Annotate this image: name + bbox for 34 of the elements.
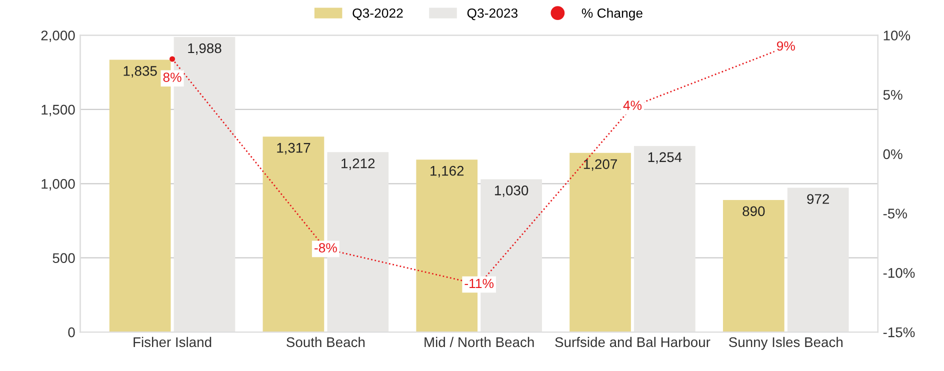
legend-label: % Change [582,8,642,20]
data-label: 890 [742,206,765,216]
data-label: 972 [807,194,829,204]
data-label: 1,207 [584,159,617,171]
y-tick-label: 1,500 [42,104,75,116]
y2-tick-label: 5% [883,90,902,100]
data-label: 1,212 [342,158,375,170]
legend-label: Q3-2022 [352,8,403,20]
data-label: 1,317 [277,142,310,154]
data-label: 9% [776,41,795,51]
y2-tick-label: -5% [883,208,907,218]
bar [722,200,784,332]
data-label: 1,988 [188,43,222,55]
bar [570,152,631,332]
data-label: 4% [623,100,642,110]
data-label: 8% [163,72,182,82]
y2-tick-label: 0% [883,149,902,160]
data-label: 1,254 [648,152,682,164]
y-tick-label: 1,000 [42,178,75,190]
y-tick-label: 500 [52,253,75,264]
y2-tick-label: 10% [884,30,910,40]
x-tick-label: Sunny Isles Beach [728,336,842,350]
legend-label: Q3-2023 [467,8,518,20]
data-label: 1,162 [430,166,464,178]
y-tick-label: 0 [68,327,75,338]
x-tick-label: South Beach [286,336,365,348]
data-label: 1,030 [494,185,528,197]
y2-tick-label: -15% [883,327,915,338]
x-tick-label: Surfside and Bal Harbour [555,336,710,348]
y-tick-label: 2,000 [41,30,75,42]
data-label: 1,835 [124,66,157,78]
x-tick-label: Mid / North Beach [424,336,534,348]
y2-tick-label: -10% [883,268,915,278]
x-tick-label: Fisher Island [134,336,212,348]
